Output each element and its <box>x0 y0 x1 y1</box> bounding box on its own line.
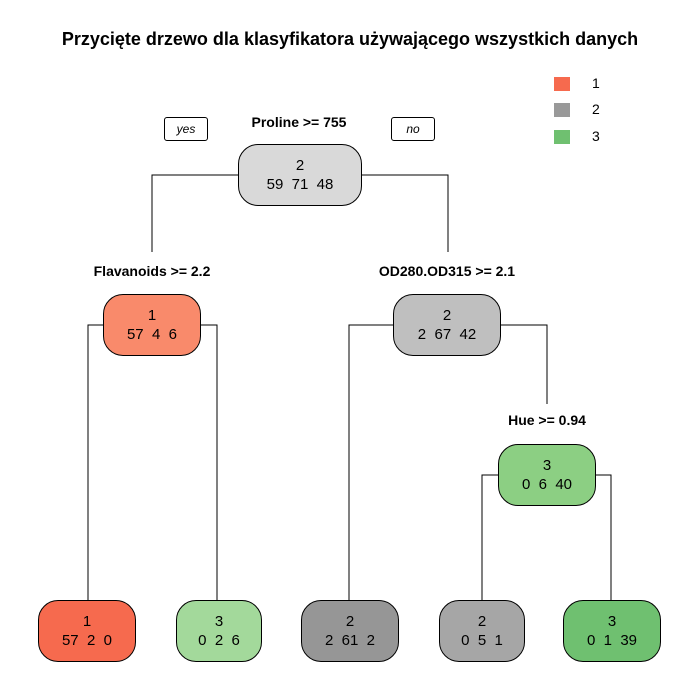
node-counts: 57 2 0 <box>61 632 113 649</box>
node-counts: 0 5 1 <box>461 632 503 649</box>
node-class: 3 <box>214 613 224 630</box>
split-label-right: OD280.OD315 >= 2.1 <box>378 263 516 279</box>
legend-item-1: 1 <box>554 75 600 92</box>
legend-label-3: 3 <box>592 128 600 144</box>
tree-leaf-1: 1 57 2 0 <box>38 600 136 662</box>
node-counts: 0 6 40 <box>521 476 573 493</box>
legend-swatch-2 <box>554 103 570 117</box>
legend-label-2: 2 <box>592 101 600 117</box>
legend-swatch-1 <box>554 77 570 91</box>
tree-leaf-3: 2 2 61 2 <box>301 600 399 662</box>
edge-root-left <box>151 174 240 252</box>
chart-title: Przycięte drzewo dla klasyfikatora używa… <box>61 29 639 49</box>
tree-node-right-right: 3 0 6 40 <box>498 444 596 506</box>
yes-label-box: yes <box>164 117 208 141</box>
node-counts: 0 1 39 <box>586 632 638 649</box>
node-counts: 2 61 2 <box>324 632 376 649</box>
tree-leaf-4: 2 0 5 1 <box>439 600 525 662</box>
node-class: 3 <box>607 613 617 630</box>
node-counts: 2 67 42 <box>417 326 477 343</box>
node-class: 2 <box>345 613 355 630</box>
node-class: 2 <box>442 307 452 324</box>
no-label-box: no <box>391 117 435 141</box>
legend-swatch-3 <box>554 130 570 144</box>
edge-rr-leaf4 <box>481 474 499 601</box>
node-class: 2 <box>295 157 305 174</box>
edge-left-leaf1 <box>87 324 104 601</box>
node-class: 1 <box>82 613 92 630</box>
tree-leaf-5: 3 0 1 39 <box>563 600 661 662</box>
tree-node-left: 1 57 4 6 <box>103 294 201 356</box>
split-label-right-right: Hue >= 0.94 <box>508 412 586 428</box>
node-class: 2 <box>477 613 487 630</box>
node-class: 1 <box>147 307 157 324</box>
split-label-root: Proline >= 755 <box>251 114 347 130</box>
edge-rr-leaf5 <box>595 474 612 601</box>
edge-root-right <box>360 174 449 252</box>
legend-label-1: 1 <box>592 75 600 91</box>
edge-right-rightright <box>500 324 548 404</box>
node-counts: 59 71 48 <box>266 176 334 193</box>
tree-node-right: 2 2 67 42 <box>393 294 501 356</box>
legend-item-2: 2 <box>554 101 600 118</box>
node-class: 3 <box>542 457 552 474</box>
tree-leaf-2: 3 0 2 6 <box>176 600 262 662</box>
node-counts: 57 4 6 <box>126 326 178 343</box>
edge-right-leaf3 <box>348 324 394 601</box>
tree-node-root: 2 59 71 48 <box>238 144 362 206</box>
legend-item-3: 3 <box>554 128 600 145</box>
node-counts: 0 2 6 <box>198 632 240 649</box>
split-label-left: Flavanoids >= 2.2 <box>93 263 211 279</box>
edge-left-leaf2 <box>200 324 218 601</box>
